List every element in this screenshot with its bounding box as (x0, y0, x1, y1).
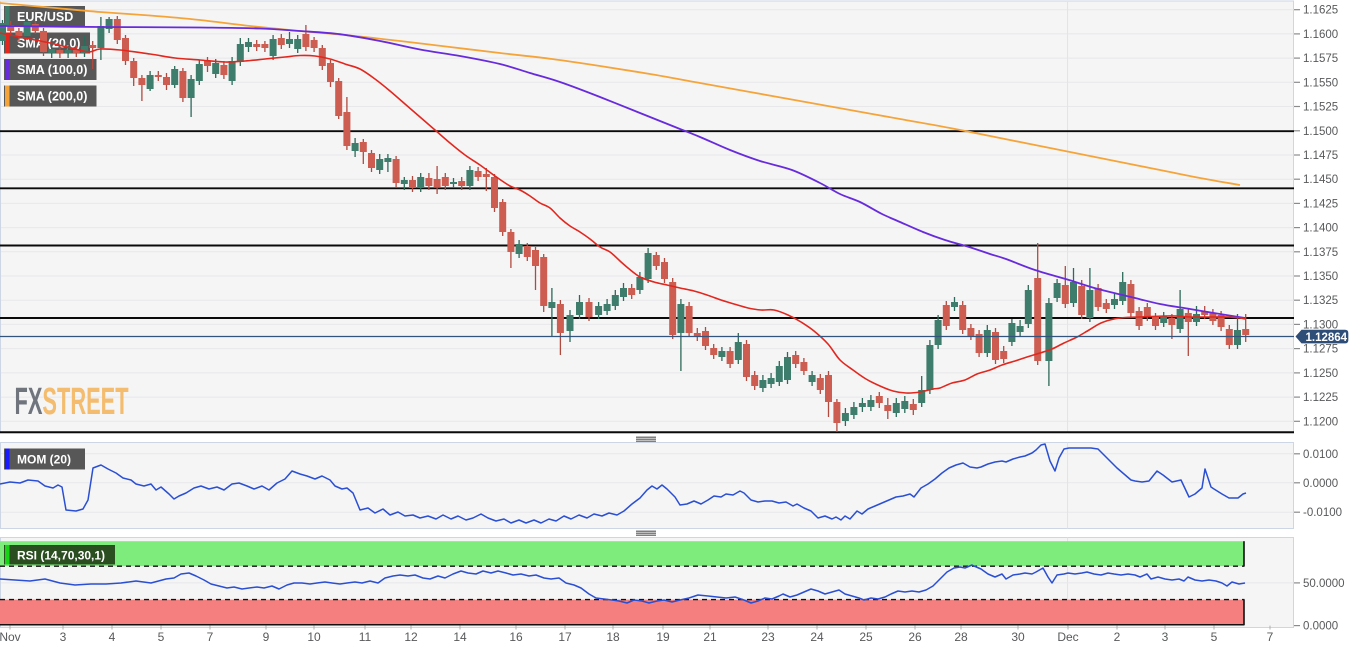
svg-text:17: 17 (558, 630, 572, 644)
svg-text:11: 11 (359, 630, 372, 644)
svg-text:1.1250: 1.1250 (1303, 368, 1338, 380)
svg-text:18: 18 (606, 630, 620, 644)
svg-text:Dec: Dec (1057, 630, 1078, 644)
svg-text:SMA (100,0): SMA (100,0) (17, 63, 87, 77)
svg-text:-0.0100: -0.0100 (1303, 507, 1342, 519)
svg-text:24: 24 (810, 630, 824, 644)
svg-text:1.1300: 1.1300 (1303, 319, 1338, 331)
svg-text:1.1500: 1.1500 (1303, 126, 1338, 138)
svg-text:1.12864: 1.12864 (1306, 332, 1348, 344)
svg-text:14: 14 (453, 630, 467, 644)
svg-text:10: 10 (307, 630, 321, 644)
svg-text:Nov: Nov (0, 630, 21, 644)
svg-text:1.1525: 1.1525 (1303, 102, 1338, 114)
svg-text:3: 3 (60, 630, 67, 644)
svg-text:1.1450: 1.1450 (1303, 174, 1338, 186)
svg-text:5: 5 (1211, 630, 1218, 644)
svg-text:MOM (20): MOM (20) (17, 453, 71, 467)
svg-text:0.0000: 0.0000 (1303, 478, 1338, 490)
svg-text:1.1425: 1.1425 (1303, 198, 1338, 210)
svg-text:9: 9 (263, 630, 270, 644)
svg-text:5: 5 (158, 630, 165, 644)
svg-text:26: 26 (908, 630, 922, 644)
svg-text:1.1375: 1.1375 (1303, 247, 1338, 259)
svg-text:30: 30 (1011, 630, 1025, 644)
svg-text:3: 3 (1162, 630, 1169, 644)
svg-text:1.1400: 1.1400 (1303, 223, 1338, 235)
svg-text:12: 12 (404, 630, 418, 644)
svg-text:1.1625: 1.1625 (1303, 5, 1338, 17)
svg-text:0.0100: 0.0100 (1303, 449, 1338, 461)
svg-text:23: 23 (761, 630, 775, 644)
svg-text:21: 21 (703, 630, 717, 644)
svg-text:7: 7 (1267, 630, 1274, 644)
svg-text:1.1275: 1.1275 (1303, 344, 1338, 356)
svg-text:1.1325: 1.1325 (1303, 295, 1338, 307)
svg-text:1.1225: 1.1225 (1303, 392, 1338, 404)
svg-text:19: 19 (656, 630, 670, 644)
svg-text:50.0000: 50.0000 (1303, 578, 1345, 590)
svg-text:2: 2 (1114, 630, 1121, 644)
svg-text:1.1600: 1.1600 (1303, 29, 1338, 41)
svg-text:1.1350: 1.1350 (1303, 271, 1338, 283)
svg-text:1.1575: 1.1575 (1303, 53, 1338, 65)
svg-text:FXSTREET: FXSTREET (15, 380, 129, 423)
svg-text:16: 16 (509, 630, 523, 644)
svg-text:0.0000: 0.0000 (1303, 621, 1338, 633)
svg-text:28: 28 (954, 630, 968, 644)
svg-text:1.1550: 1.1550 (1303, 77, 1338, 89)
svg-text:EUR/USD: EUR/USD (17, 10, 73, 24)
svg-text:4: 4 (109, 630, 116, 644)
svg-text:RSI (14,70,30,1): RSI (14,70,30,1) (17, 548, 105, 562)
svg-text:7: 7 (207, 630, 214, 644)
svg-text:1.1475: 1.1475 (1303, 150, 1338, 162)
svg-text:SMA (200,0): SMA (200,0) (17, 90, 87, 104)
svg-text:1.1200: 1.1200 (1303, 416, 1338, 428)
svg-text:25: 25 (859, 630, 873, 644)
